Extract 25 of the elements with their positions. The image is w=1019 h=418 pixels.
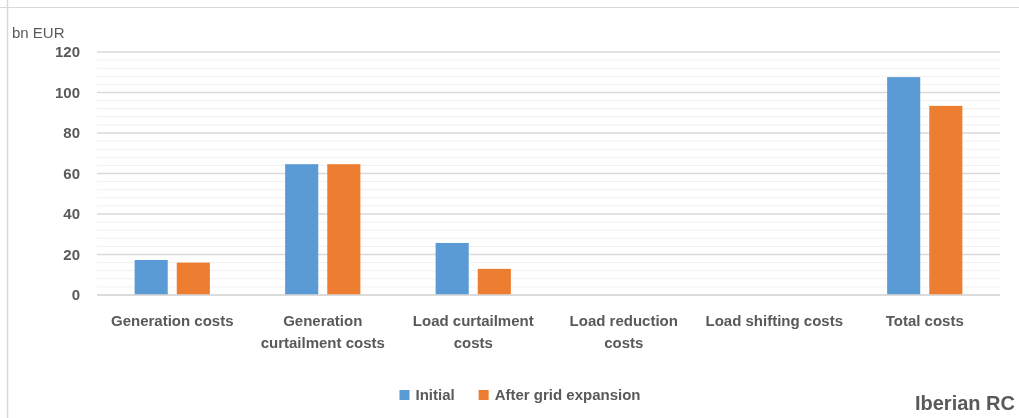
legend-label: Initial (415, 386, 455, 404)
bar (929, 105, 963, 295)
y-tick-label: 100 (54, 83, 80, 101)
y-tick-label: 0 (71, 286, 80, 304)
bar (176, 262, 210, 295)
y-tick-label: 20 (63, 245, 80, 263)
legend-label: After grid expansion (494, 386, 641, 404)
x-tick-label: Generation curtailment costs (260, 312, 385, 351)
y-tick-label: 40 (63, 205, 80, 223)
x-tick-label: Load reduction costs (569, 312, 678, 351)
y-axis-title: bn EUR (12, 24, 65, 41)
x-tick-label: Generation costs (110, 312, 234, 329)
text: Iberian RC (914, 392, 1015, 414)
bar (887, 77, 921, 295)
bar (327, 164, 361, 295)
bar (134, 259, 168, 295)
bar (285, 164, 319, 295)
y-tick-label: 120 (54, 43, 80, 61)
bar (435, 242, 469, 295)
y-tick-label: 80 (63, 124, 80, 142)
y-tick-label: 60 (63, 164, 80, 182)
x-tick-label: Load shifting costs (705, 312, 844, 329)
x-tick-label: Total costs (885, 312, 964, 329)
bar (477, 268, 511, 295)
x-tick-label: Load curtailment costs (412, 312, 534, 351)
